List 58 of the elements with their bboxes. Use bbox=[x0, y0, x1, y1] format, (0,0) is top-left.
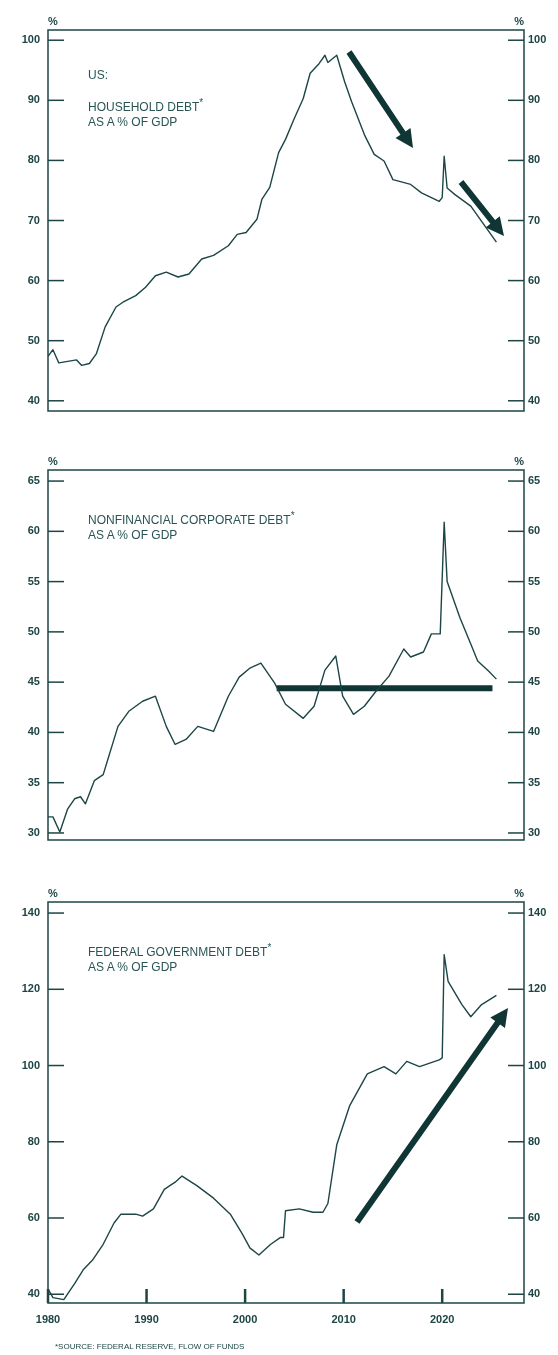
x-tick-label: 2020 bbox=[429, 1312, 455, 1325]
y2-tick-label: 100 bbox=[528, 1058, 547, 1071]
chart-title: NONFINANCIAL CORPORATE DEBT$^{*}$ AS A % OF GDP bbox=[88, 510, 295, 542]
y2-tick-label: 80 bbox=[528, 153, 541, 166]
y-tick-label: 40 bbox=[27, 393, 40, 406]
y2-tick-label: 40 bbox=[528, 393, 541, 406]
y2-tick-label: 60 bbox=[528, 524, 541, 537]
text: US: bbox=[88, 68, 109, 83]
y-tick-label: 60 bbox=[27, 524, 40, 537]
y-tick-label: 60 bbox=[27, 1211, 40, 1224]
text: *SOURCE: FEDERAL RESERVE, FLOW OF FUNDS bbox=[55, 1342, 245, 1351]
y-tick-label: 55 bbox=[27, 574, 40, 587]
y-tick-label: 60 bbox=[27, 273, 40, 286]
y-tick-label: 35 bbox=[27, 775, 40, 788]
y2-axis-title: % bbox=[514, 14, 525, 27]
y-tick-label: 80 bbox=[27, 153, 40, 166]
y-tick-label: 70 bbox=[27, 213, 40, 226]
y2-tick-label: 30 bbox=[528, 825, 541, 838]
y2-tick-label: 90 bbox=[528, 93, 541, 106]
y-tick-label: 40 bbox=[27, 725, 40, 738]
y2-axis-title: % bbox=[514, 454, 525, 467]
y2-tick-label: 120 bbox=[528, 982, 547, 995]
y-tick-label: 100 bbox=[21, 33, 40, 46]
y-axis-title: % bbox=[48, 14, 58, 27]
x-tick-label: 1990 bbox=[134, 1312, 159, 1325]
y2-tick-label: 55 bbox=[528, 574, 541, 587]
y2-tick-label: 45 bbox=[528, 675, 541, 688]
y-tick-label: 65 bbox=[27, 474, 40, 487]
y-tick-label: 100 bbox=[21, 1058, 40, 1071]
y-axis-title: % bbox=[48, 454, 58, 467]
y2-tick-label: 60 bbox=[528, 273, 541, 286]
y-tick-label: 50 bbox=[27, 624, 40, 637]
y2-axis-title: % bbox=[514, 886, 525, 899]
y-tick-label: 90 bbox=[27, 93, 40, 106]
y2-tick-label: 50 bbox=[528, 333, 541, 346]
x-tick-label: 2010 bbox=[331, 1312, 356, 1325]
y-tick-label: 40 bbox=[27, 1287, 40, 1300]
y2-tick-label: 40 bbox=[528, 1287, 541, 1300]
y-tick-label: 45 bbox=[27, 675, 40, 688]
chart-title: FEDERAL GOVERNMENT DEBT$^{*}$ AS A % OF GDP bbox=[88, 942, 272, 974]
text: HOUSEHOLD DEBT$^{*}$ AS A % OF GDP bbox=[88, 97, 204, 129]
y-tick-label: 80 bbox=[27, 1134, 40, 1147]
y2-tick-label: 50 bbox=[528, 624, 541, 637]
y2-tick-label: 100 bbox=[528, 33, 547, 46]
y2-tick-label: 140 bbox=[528, 906, 547, 919]
y-tick-label: 50 bbox=[27, 333, 40, 346]
y2-tick-label: 70 bbox=[528, 213, 541, 226]
y-tick-label: 30 bbox=[27, 825, 40, 838]
y-tick-label: 140 bbox=[21, 906, 40, 919]
y2-tick-label: 60 bbox=[528, 1211, 541, 1224]
y2-tick-label: 80 bbox=[528, 1134, 541, 1147]
x-tick-label: 2000 bbox=[232, 1312, 258, 1325]
y-axis-title: % bbox=[48, 886, 58, 899]
y-tick-label: 120 bbox=[21, 982, 40, 995]
x-tick-label: 1980 bbox=[35, 1312, 61, 1325]
y2-tick-label: 35 bbox=[528, 775, 541, 788]
y2-tick-label: 40 bbox=[528, 725, 541, 738]
y2-tick-label: 65 bbox=[528, 474, 541, 487]
